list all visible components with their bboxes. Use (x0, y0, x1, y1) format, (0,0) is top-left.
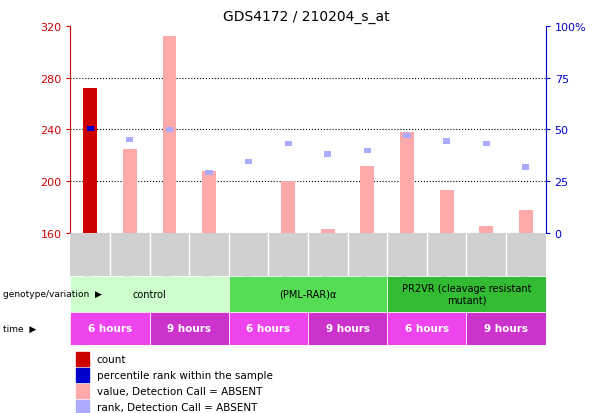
Text: 9 hours: 9 hours (167, 323, 211, 333)
Bar (189, 27, 229, 233)
Bar (387, 312, 466, 345)
Bar (150, 233, 189, 277)
Bar (76, 352, 89, 366)
Bar (70, 277, 229, 312)
Bar (348, 27, 387, 233)
Text: GDS4172 / 210204_s_at: GDS4172 / 210204_s_at (223, 10, 390, 24)
Bar (522, 165, 530, 170)
Text: percentile rank within the sample: percentile rank within the sample (97, 370, 272, 380)
Bar (76, 399, 89, 413)
Bar (324, 152, 332, 157)
Text: (PML-RAR)α: (PML-RAR)α (280, 289, 337, 299)
Bar (281, 182, 295, 233)
Bar (76, 368, 89, 382)
Bar (348, 233, 387, 277)
Bar (321, 230, 335, 233)
Text: genotype/variation  ▶: genotype/variation ▶ (3, 290, 102, 299)
Bar (242, 233, 256, 235)
Bar (360, 166, 375, 233)
Bar (308, 312, 387, 345)
Bar (70, 27, 110, 233)
Text: 6 hours: 6 hours (246, 323, 291, 333)
Bar (268, 27, 308, 233)
Text: time  ▶: time ▶ (3, 324, 36, 333)
Bar (268, 27, 308, 233)
Text: control: control (133, 289, 167, 299)
Bar (123, 150, 137, 233)
Bar (110, 233, 150, 277)
Bar (189, 27, 229, 233)
Bar (189, 233, 229, 277)
Bar (70, 27, 110, 233)
Bar (466, 27, 506, 233)
Bar (284, 142, 292, 147)
Text: 6 hours: 6 hours (405, 323, 449, 333)
Bar (506, 27, 546, 233)
Bar (245, 160, 252, 165)
Text: rank, Detection Call = ABSENT: rank, Detection Call = ABSENT (97, 401, 257, 412)
Text: PR2VR (cleavage resistant
mutant): PR2VR (cleavage resistant mutant) (402, 283, 531, 305)
Bar (110, 27, 150, 233)
Bar (519, 210, 533, 233)
Bar (364, 148, 371, 153)
Bar (482, 142, 490, 147)
Bar (205, 170, 213, 175)
Bar (466, 233, 506, 277)
Bar (83, 89, 97, 233)
Bar (427, 233, 466, 277)
Bar (387, 27, 427, 233)
Text: count: count (97, 354, 126, 364)
Bar (86, 126, 94, 131)
Bar (308, 27, 348, 233)
Bar (76, 384, 89, 398)
Text: value, Detection Call = ABSENT: value, Detection Call = ABSENT (97, 386, 262, 396)
Bar (479, 227, 493, 233)
Bar (70, 312, 150, 345)
Bar (126, 138, 134, 143)
Bar (150, 27, 189, 233)
Bar (387, 277, 546, 312)
Bar (403, 134, 411, 139)
Bar (308, 27, 348, 233)
Bar (229, 27, 268, 233)
Bar (229, 27, 268, 233)
Bar (466, 312, 546, 345)
Bar (162, 37, 177, 233)
Bar (466, 27, 506, 233)
Bar (506, 233, 546, 277)
Bar (70, 233, 110, 277)
Bar (150, 312, 229, 345)
Bar (348, 27, 387, 233)
Bar (400, 133, 414, 233)
Bar (150, 27, 189, 233)
Bar (506, 27, 546, 233)
Bar (308, 233, 348, 277)
Bar (440, 191, 454, 233)
Text: 9 hours: 9 hours (484, 323, 528, 333)
Bar (229, 277, 387, 312)
Bar (166, 128, 173, 133)
Text: 6 hours: 6 hours (88, 323, 132, 333)
Bar (268, 233, 308, 277)
Bar (427, 27, 466, 233)
Bar (427, 27, 466, 233)
Text: 9 hours: 9 hours (326, 323, 370, 333)
Bar (443, 139, 450, 144)
Bar (110, 27, 150, 233)
Bar (202, 171, 216, 233)
Bar (229, 233, 268, 277)
Bar (387, 233, 427, 277)
Bar (229, 312, 308, 345)
Bar (387, 27, 427, 233)
